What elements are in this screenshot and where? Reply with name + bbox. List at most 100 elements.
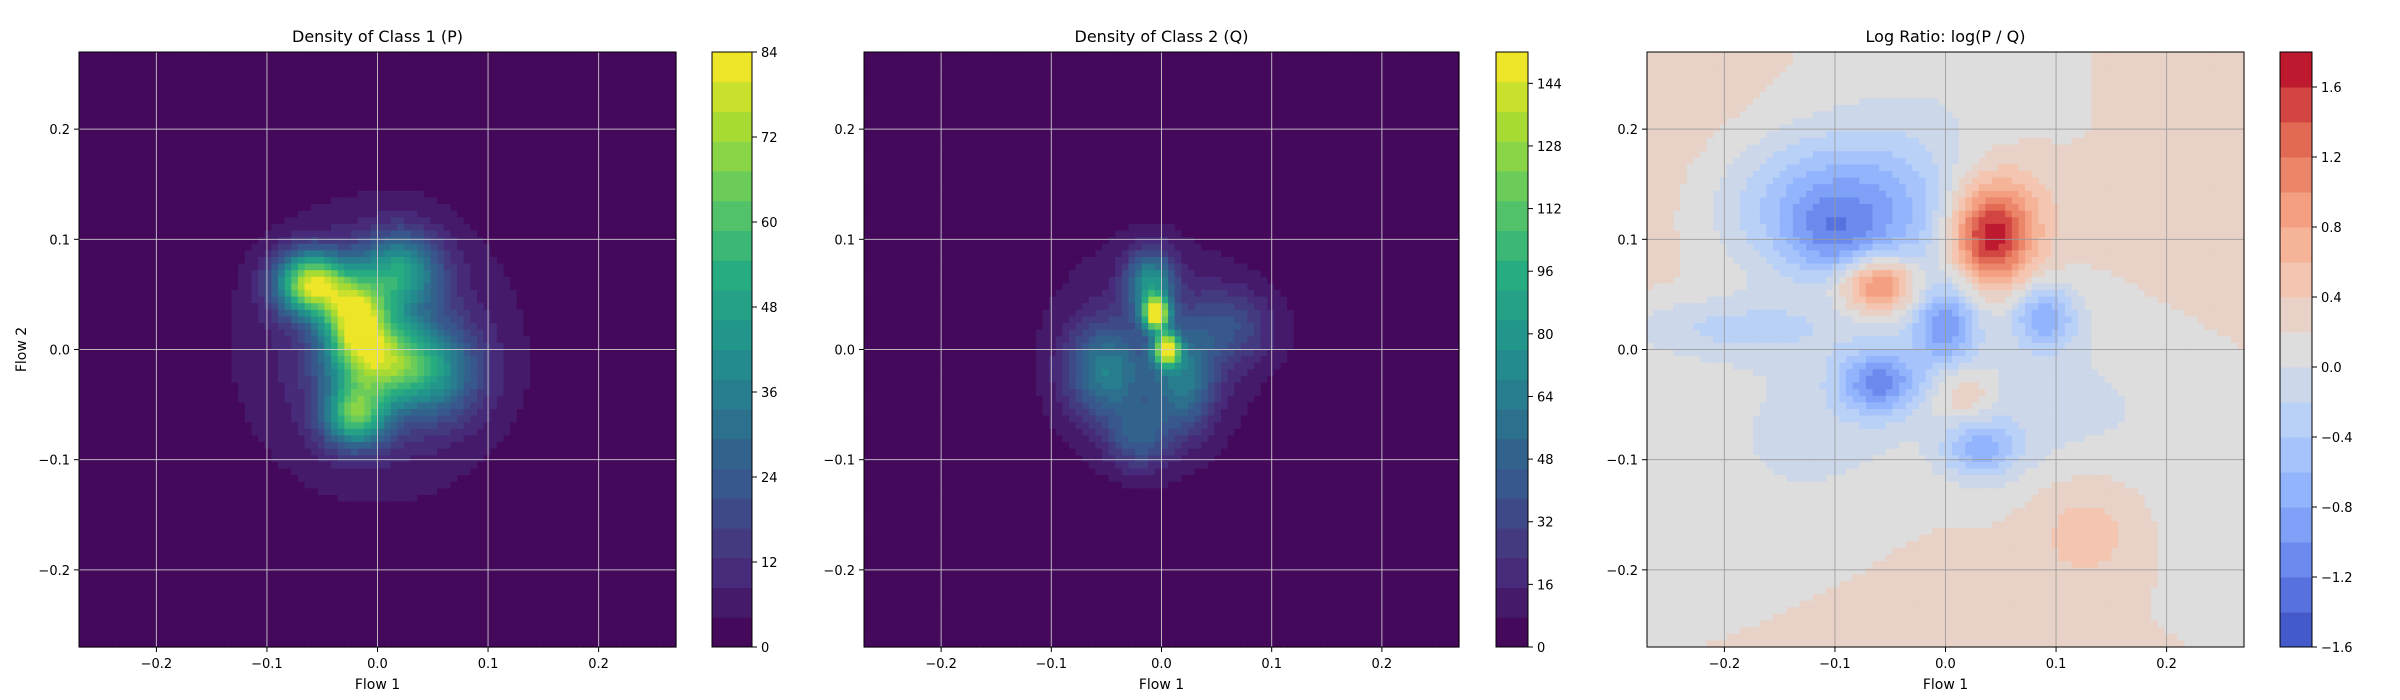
x-axis-label: Flow 1 (1139, 677, 1184, 693)
colorbar-tick-label: 36 (761, 386, 778, 401)
colorbar-level (2280, 122, 2312, 158)
colorbar-level (2280, 542, 2312, 578)
y-tick-label: 0.0 (49, 344, 70, 359)
y-tick-label: −0.2 (1606, 564, 1638, 579)
colorbar-level (1496, 469, 1528, 499)
colorbar-tick-label: 0 (761, 641, 769, 656)
colorbar-tick-label: 48 (1537, 453, 1554, 468)
colorbar-tick-label: −1.2 (2321, 571, 2353, 586)
colorbar-level (712, 558, 752, 588)
colorbar-level (2280, 227, 2312, 263)
colorbar-level (2280, 192, 2312, 228)
colorbar-level (1496, 141, 1528, 171)
y-tick-label: −0.2 (38, 564, 70, 579)
x-tick-label: −0.1 (251, 657, 283, 672)
colorbar-tick-label: 60 (761, 216, 778, 231)
colorbar-level (1496, 52, 1528, 82)
colorbar-level (2280, 297, 2312, 333)
colorbar-tick-label: 96 (1537, 265, 1554, 280)
colorbar-level (712, 409, 752, 439)
x-tick-label: −0.1 (1036, 657, 1068, 672)
colorbar: −1.6 −1.2 −0.8 −0.4 0.0 0.4 0.8 1.2 1.6 (2280, 52, 2353, 656)
colorbar-tick-label: 16 (1537, 578, 1554, 593)
colorbar-level (2280, 367, 2312, 403)
x-axis-label: Flow 1 (355, 677, 400, 693)
x-tick-label: 0.0 (1151, 657, 1172, 672)
colorbar-level (712, 141, 752, 171)
x-tick-label: 0.1 (1261, 657, 1282, 672)
colorbar-tick-label: 0.0 (2321, 361, 2342, 376)
colorbar-level (1496, 379, 1528, 409)
colorbar-level (2280, 157, 2312, 193)
colorbar-tick-label: 1.2 (2321, 151, 2342, 166)
colorbar-level (2280, 472, 2312, 508)
colorbar-level (1496, 528, 1528, 558)
colorbar-tick-label: 0.4 (2321, 291, 2342, 306)
colorbar-level (712, 260, 752, 290)
colorbar-tick-label: 48 (761, 301, 778, 316)
colorbar-tick-label: 112 (1537, 203, 1562, 218)
colorbar-tick-label: 72 (761, 131, 778, 146)
y-tick-label: −0.1 (38, 454, 70, 469)
colorbar-level (712, 112, 752, 142)
colorbar-level (1496, 201, 1528, 231)
colorbar-level (2280, 402, 2312, 438)
colorbar-tick-label: 84 (761, 46, 778, 61)
colorbar-level (712, 231, 752, 261)
colorbar-level (712, 171, 752, 201)
colorbar-level (1496, 171, 1528, 201)
colorbar-level (1496, 231, 1528, 261)
colorbar-level (712, 320, 752, 350)
y-axis-label: Flow 2 (14, 327, 30, 372)
colorbar-level (1496, 617, 1528, 647)
x-tick-label: 0.2 (1372, 657, 1393, 672)
colorbar-tick-label: −1.6 (2321, 641, 2353, 656)
colorbar-level (712, 82, 752, 112)
colorbar-tick-label: 80 (1537, 328, 1554, 343)
x-axis-label: Flow 1 (1923, 677, 1968, 693)
colorbar-level (1496, 82, 1528, 112)
colorbar-level (1496, 320, 1528, 350)
colorbar-level (712, 201, 752, 231)
x-tick-label: 0.2 (2156, 657, 2177, 672)
colorbar-tick-label: 24 (761, 471, 778, 486)
y-tick-label: 0.0 (834, 344, 855, 359)
y-tick-label: 0.0 (1617, 344, 1638, 359)
x-tick-label: −0.1 (1819, 657, 1851, 672)
x-tick-label: 0.1 (478, 657, 499, 672)
colorbar-tick-label: 0 (1537, 641, 1545, 656)
x-tick-label: 0.2 (588, 657, 609, 672)
colorbar-level (712, 498, 752, 528)
colorbar-level (2280, 507, 2312, 543)
chart-panel-1: −0.2 −0.1 0.0 0.1 0.2−0.2−0.10.00.10.2Densit… (14, 27, 778, 693)
x-tick-label: −0.2 (1709, 657, 1741, 672)
colorbar-tick-label: 1.6 (2321, 81, 2342, 96)
colorbar-tick-label: −0.4 (2321, 431, 2353, 446)
colorbar-level (2280, 87, 2312, 123)
colorbar-level (712, 52, 752, 82)
colorbar-level (1496, 558, 1528, 588)
colorbar-level (1496, 498, 1528, 528)
colorbar-level (1496, 260, 1528, 290)
colorbar-level (712, 439, 752, 469)
colorbar-tick-label: −0.8 (2321, 501, 2353, 516)
y-tick-label: 0.2 (1617, 123, 1638, 138)
chart-title: Log Ratio: log(P / Q) (1866, 27, 2026, 46)
chart-title: Density of Class 2 (Q) (1075, 27, 1249, 46)
colorbar-level (1496, 112, 1528, 142)
colorbar-level (1496, 409, 1528, 439)
chart-title: Density of Class 1 (P) (292, 27, 463, 46)
colorbar-level (2280, 437, 2312, 473)
x-tick-label: 0.1 (2046, 657, 2067, 672)
y-tick-label: 0.1 (49, 233, 70, 248)
colorbar-tick-label: 128 (1537, 140, 1562, 155)
y-tick-label: 0.1 (1617, 233, 1638, 248)
colorbar-level (2280, 577, 2312, 613)
x-tick-label: 0.0 (367, 657, 388, 672)
colorbar-tick-label: 0.8 (2321, 221, 2342, 236)
y-tick-label: 0.1 (834, 233, 855, 248)
